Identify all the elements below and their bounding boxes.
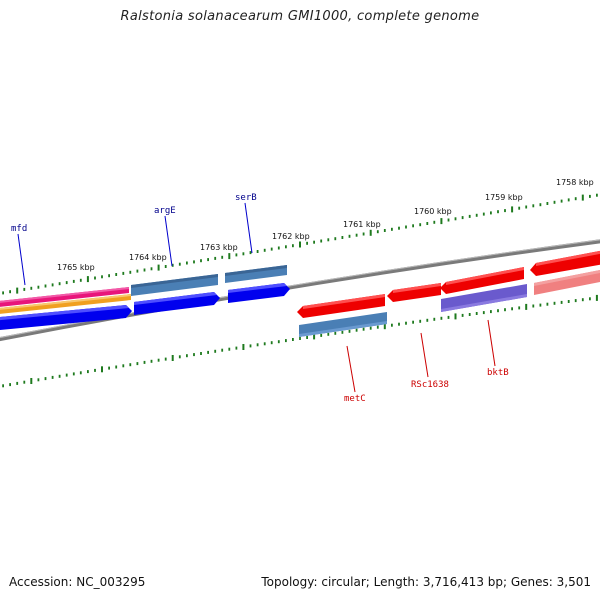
- gene-bktB-bar[interactable]: [441, 284, 527, 312]
- kbp-label-1763: 1763 kbp: [200, 243, 238, 252]
- gene-label-bktB[interactable]: bktB: [487, 368, 509, 378]
- gene-label-argE[interactable]: argE: [154, 206, 176, 216]
- kbp-label-1765: 1765 kbp: [57, 263, 95, 272]
- cds-arrow-mfd-region[interactable]: [0, 305, 132, 331]
- gene-argE-bar[interactable]: [131, 274, 218, 296]
- gene-label-metC[interactable]: metC: [344, 394, 366, 404]
- feature-band-pink[interactable]: [534, 268, 600, 295]
- leader-line-bktB: [487, 319, 496, 367]
- feature-band-orange[interactable]: [0, 294, 131, 315]
- kbp-label-1760: 1760 kbp: [414, 207, 452, 216]
- leader-line-serB: [244, 202, 253, 254]
- cds-arrow-bktB[interactable]: [440, 267, 524, 294]
- leader-line-mfd: [17, 233, 26, 286]
- gene-metC-bar[interactable]: [299, 312, 387, 337]
- gene-label-serB[interactable]: serB: [235, 193, 257, 203]
- kbp-label-1764: 1764 kbp: [129, 253, 167, 262]
- outer-tick-row: [2, 193, 598, 295]
- map-title: Ralstonia solanacearum GMI1000, complete…: [120, 9, 480, 24]
- cds-arrow-right-edge[interactable]: [530, 249, 600, 276]
- gene-label-mfd[interactable]: mfd: [11, 224, 27, 234]
- cds-arrow-metC[interactable]: [297, 294, 385, 318]
- kbp-label-1759: 1759 kbp: [485, 193, 523, 202]
- leader-line-argE: [164, 215, 173, 267]
- genome-stats-text: Topology: circular; Length: 3,716,413 bp…: [261, 575, 591, 589]
- leader-line-metC: [346, 345, 356, 393]
- gene-serB-bar[interactable]: [225, 265, 287, 283]
- cds-arrow-serB[interactable]: [228, 283, 290, 303]
- genome-backbone: [0, 239, 600, 342]
- cds-arrow-argE[interactable]: [134, 292, 220, 315]
- leader-line-RSc1638: [420, 332, 429, 378]
- accession-text: Accession: NC_003295: [9, 575, 146, 589]
- kbp-label-1761: 1761 kbp: [343, 220, 381, 229]
- feature-band-magenta[interactable]: [0, 287, 129, 308]
- cds-arrow-RSc1638[interactable]: [387, 283, 441, 302]
- kbp-label-1758: 1758 kbp: [556, 178, 594, 187]
- gene-label-RSc1638[interactable]: RSc1638: [411, 380, 449, 390]
- kbp-label-1762: 1762 kbp: [272, 232, 310, 241]
